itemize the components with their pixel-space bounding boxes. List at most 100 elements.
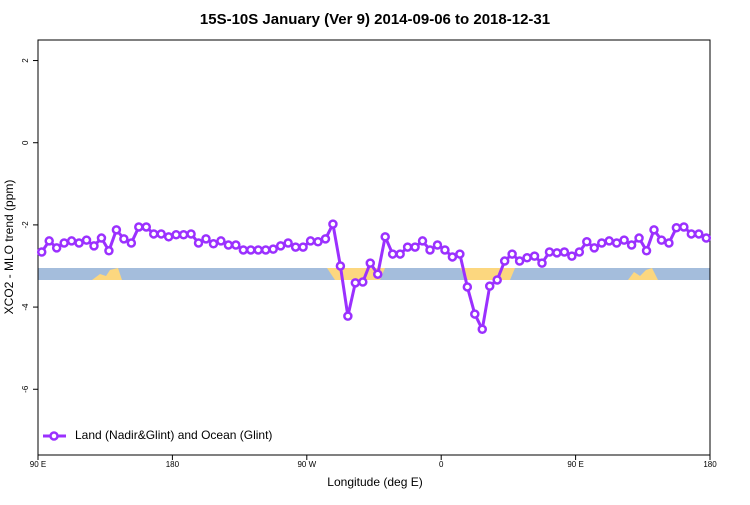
data-point — [350, 278, 361, 288]
data-point — [432, 240, 443, 250]
data-point — [104, 246, 114, 256]
data-point — [134, 222, 144, 232]
data-point — [567, 251, 577, 261]
data-point — [111, 225, 122, 235]
data-point — [455, 249, 465, 259]
data-point — [462, 282, 473, 292]
data-point — [447, 252, 458, 262]
data-point — [582, 236, 592, 247]
data-point — [387, 249, 398, 259]
data-point — [380, 232, 390, 242]
x-tick-label: 180 — [703, 460, 717, 469]
data-point — [253, 245, 264, 255]
data-point — [589, 243, 600, 253]
data-point — [141, 222, 152, 232]
data-point — [231, 240, 241, 250]
data-point — [81, 235, 92, 245]
data-point — [484, 281, 495, 291]
data-point — [365, 258, 376, 268]
data-point — [298, 242, 308, 252]
data-point — [656, 235, 667, 245]
plot-frame — [37, 39, 711, 456]
data-point — [313, 236, 323, 247]
x-tick-label: 180 — [166, 460, 180, 469]
data-point — [208, 239, 219, 249]
data-point — [156, 229, 166, 239]
y-tick-label: -6 — [21, 385, 30, 393]
data-point — [514, 256, 525, 266]
data-point — [477, 324, 488, 335]
data-point — [619, 235, 629, 245]
data-point — [163, 232, 174, 242]
data-point — [74, 238, 84, 248]
data-point — [537, 258, 547, 268]
data-point — [36, 247, 47, 257]
data-point — [604, 236, 614, 246]
data-point — [305, 236, 316, 246]
data-point — [664, 238, 674, 248]
data-point — [701, 233, 712, 243]
data-point — [223, 240, 234, 250]
y-tick-label: -2 — [21, 221, 30, 229]
y-tick-label: -4 — [21, 303, 30, 311]
data-point — [425, 245, 435, 255]
legend-label: Land (Nadir&Glint) and Ocean (Glint) — [75, 428, 272, 442]
y-tick-label: 2 — [21, 58, 30, 63]
data-point — [119, 234, 129, 244]
data-point — [328, 219, 338, 229]
data-point — [574, 247, 585, 257]
data-point — [694, 229, 704, 239]
data-point — [649, 225, 659, 235]
data-point — [320, 234, 331, 244]
x-tick-label: 90 E — [567, 460, 583, 469]
data-point — [611, 238, 622, 248]
data-point — [126, 238, 137, 248]
data-point — [470, 309, 480, 319]
data-point — [596, 238, 607, 248]
data-point — [178, 230, 189, 240]
x-tick-label: 0 — [439, 460, 444, 469]
data-point — [686, 229, 697, 239]
data-point — [290, 242, 301, 252]
data-point — [193, 238, 204, 248]
data-point — [96, 233, 107, 243]
data-point — [171, 230, 181, 240]
data-point — [679, 222, 689, 232]
data-point — [507, 249, 517, 259]
chart-title: 15S-10S January (Ver 9) 2014-09-06 to 20… — [200, 11, 550, 28]
x-axis-title: Longitude (deg E) — [327, 475, 422, 489]
data-point — [186, 229, 196, 239]
x-tick-label: 90 E — [30, 460, 46, 469]
data-point — [59, 238, 69, 248]
legend-marker — [49, 431, 59, 441]
data-point — [671, 223, 682, 233]
y-tick-label: 0 — [21, 140, 30, 145]
data-point — [641, 246, 652, 256]
land-patch — [92, 268, 122, 280]
data-point — [51, 243, 62, 253]
data-point — [268, 244, 278, 254]
land-patch — [628, 268, 658, 280]
data-point — [544, 247, 555, 257]
data-point — [216, 236, 226, 246]
data-point — [283, 238, 293, 248]
data-point — [260, 245, 271, 255]
data-point — [499, 256, 510, 266]
data-point — [440, 245, 450, 255]
data-point — [246, 245, 256, 255]
data-point — [402, 242, 413, 252]
data-point — [395, 249, 405, 259]
data-point — [634, 233, 644, 243]
data-point — [492, 275, 502, 285]
data-point — [358, 277, 368, 287]
land-patch — [460, 268, 515, 280]
data-point — [626, 240, 637, 250]
data-point — [372, 269, 383, 279]
data-point — [335, 261, 346, 271]
data-point — [522, 253, 532, 263]
data-point — [44, 236, 54, 246]
data-point — [417, 236, 428, 246]
data-point — [559, 247, 570, 257]
data-point — [275, 241, 286, 251]
